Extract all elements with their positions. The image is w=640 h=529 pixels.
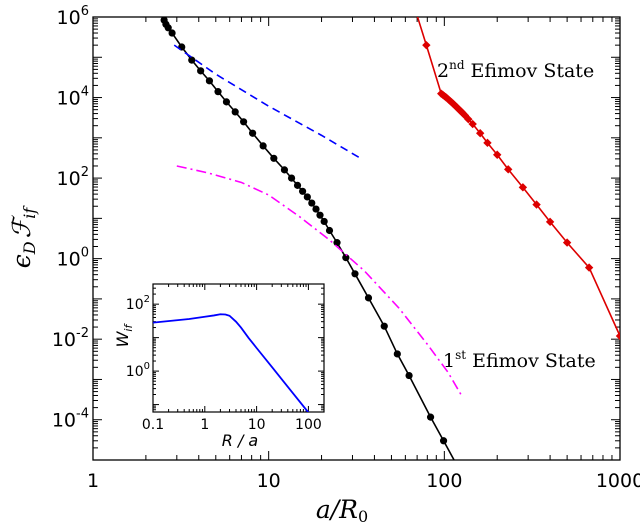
series-0-point bbox=[168, 29, 176, 37]
series-0-point bbox=[298, 187, 307, 195]
y-tick-label: 104 bbox=[57, 85, 89, 110]
annotation-2nd-base: 2 bbox=[437, 60, 449, 82]
x-tick-label: 1 bbox=[87, 470, 99, 492]
series-3-point bbox=[493, 150, 502, 159]
series-0-point bbox=[287, 174, 296, 182]
annotation-2nd-text: Efimov State bbox=[465, 60, 595, 82]
series-3-point bbox=[410, 1, 418, 9]
series-0-point bbox=[468, 487, 475, 494]
series-3-point bbox=[464, 114, 473, 124]
series-0-point bbox=[316, 211, 324, 219]
series-0-point bbox=[364, 294, 373, 302]
annotation-2nd-sup: nd bbox=[449, 58, 465, 72]
series-0-point bbox=[188, 56, 196, 64]
series-0-point bbox=[231, 108, 239, 116]
svg-text:ϵDℱif: ϵDℱif bbox=[7, 205, 39, 269]
series-0-point bbox=[477, 505, 484, 512]
series-0-point bbox=[259, 142, 267, 150]
series-0-point bbox=[214, 88, 222, 96]
series-0-point bbox=[351, 270, 359, 278]
series-0-point bbox=[333, 239, 341, 247]
series-2-line bbox=[176, 165, 464, 398]
x-tick-label: 100 bbox=[426, 470, 462, 492]
series-0-point bbox=[342, 254, 350, 262]
series-0-point bbox=[280, 166, 289, 174]
series-0-point bbox=[222, 98, 231, 106]
x-tick-label: 1 bbox=[200, 417, 209, 433]
annotation-1st-base: 1 bbox=[443, 350, 455, 372]
series-0-point bbox=[293, 181, 302, 189]
annotation-2nd-efimov: 2nd Efimov State bbox=[437, 58, 594, 82]
series-3-point bbox=[460, 111, 470, 120]
series-0-point bbox=[248, 129, 257, 137]
x-tick-label: 100 bbox=[295, 417, 322, 433]
series-0-point bbox=[320, 217, 328, 226]
series-0-point bbox=[312, 205, 320, 213]
series-3-point bbox=[532, 200, 541, 209]
series-0-point bbox=[197, 67, 205, 75]
annotation-1st-text: Efimov State bbox=[466, 350, 596, 372]
series-0-point bbox=[308, 199, 316, 207]
x-axis-label: a/R0 bbox=[316, 495, 368, 526]
y-axis-label: ϵDℱif bbox=[7, 205, 39, 269]
series-3-point bbox=[562, 238, 572, 247]
series-0-point bbox=[439, 437, 448, 445]
series-0-point bbox=[303, 193, 311, 201]
main-axis-ticks bbox=[92, 16, 621, 461]
series-0-line bbox=[153, 313, 310, 412]
series-0-point bbox=[240, 118, 248, 126]
annotation-1st-sup: st bbox=[455, 348, 466, 362]
annotation-1st-efimov: 1st Efimov State bbox=[443, 348, 596, 372]
y-tick-label: 10-4 bbox=[52, 407, 89, 432]
inset-frame bbox=[152, 283, 325, 413]
series-0-point bbox=[205, 77, 214, 85]
series-3-point bbox=[615, 331, 620, 341]
inset-axis-ticks bbox=[152, 283, 325, 413]
x-tick-label: 10 bbox=[257, 470, 281, 492]
y-tick-label: 106 bbox=[57, 4, 89, 29]
inset-tick-labels: 0.1 1 10 100 102 100 bbox=[126, 294, 322, 433]
y-tick-label: 102 bbox=[126, 294, 150, 313]
series-3-point bbox=[545, 217, 555, 227]
series-0-point bbox=[164, 24, 172, 32]
series-3-point bbox=[468, 119, 477, 129]
inset-x-axis-label: R / a bbox=[222, 431, 258, 450]
series-0-point bbox=[325, 226, 334, 235]
series-3-point bbox=[584, 263, 594, 272]
series-3-point bbox=[483, 138, 492, 148]
series-1-line bbox=[173, 44, 363, 160]
series-0-point bbox=[405, 371, 413, 380]
x-tick-label: 1000 bbox=[596, 470, 640, 492]
series-0-point bbox=[380, 322, 388, 330]
series-0-point bbox=[393, 350, 401, 358]
y-tick-label: 100 bbox=[57, 246, 89, 271]
y-tick-label: 102 bbox=[57, 165, 89, 190]
series-3-point bbox=[518, 183, 528, 192]
y-tick-label: 100 bbox=[126, 361, 150, 380]
inset-series-layer bbox=[153, 313, 310, 412]
series-3-point bbox=[504, 165, 513, 174]
series-3-point bbox=[422, 40, 431, 50]
x-tick-label: 0.1 bbox=[142, 417, 164, 433]
series-0-point bbox=[270, 154, 278, 162]
x-tick-label: 10 bbox=[248, 417, 266, 433]
series-0-point bbox=[426, 413, 435, 421]
series-0-point bbox=[485, 519, 492, 526]
main-series-layer bbox=[160, 1, 620, 526]
series-3-point bbox=[475, 129, 485, 138]
y-tick-label: 10-2 bbox=[52, 326, 89, 351]
